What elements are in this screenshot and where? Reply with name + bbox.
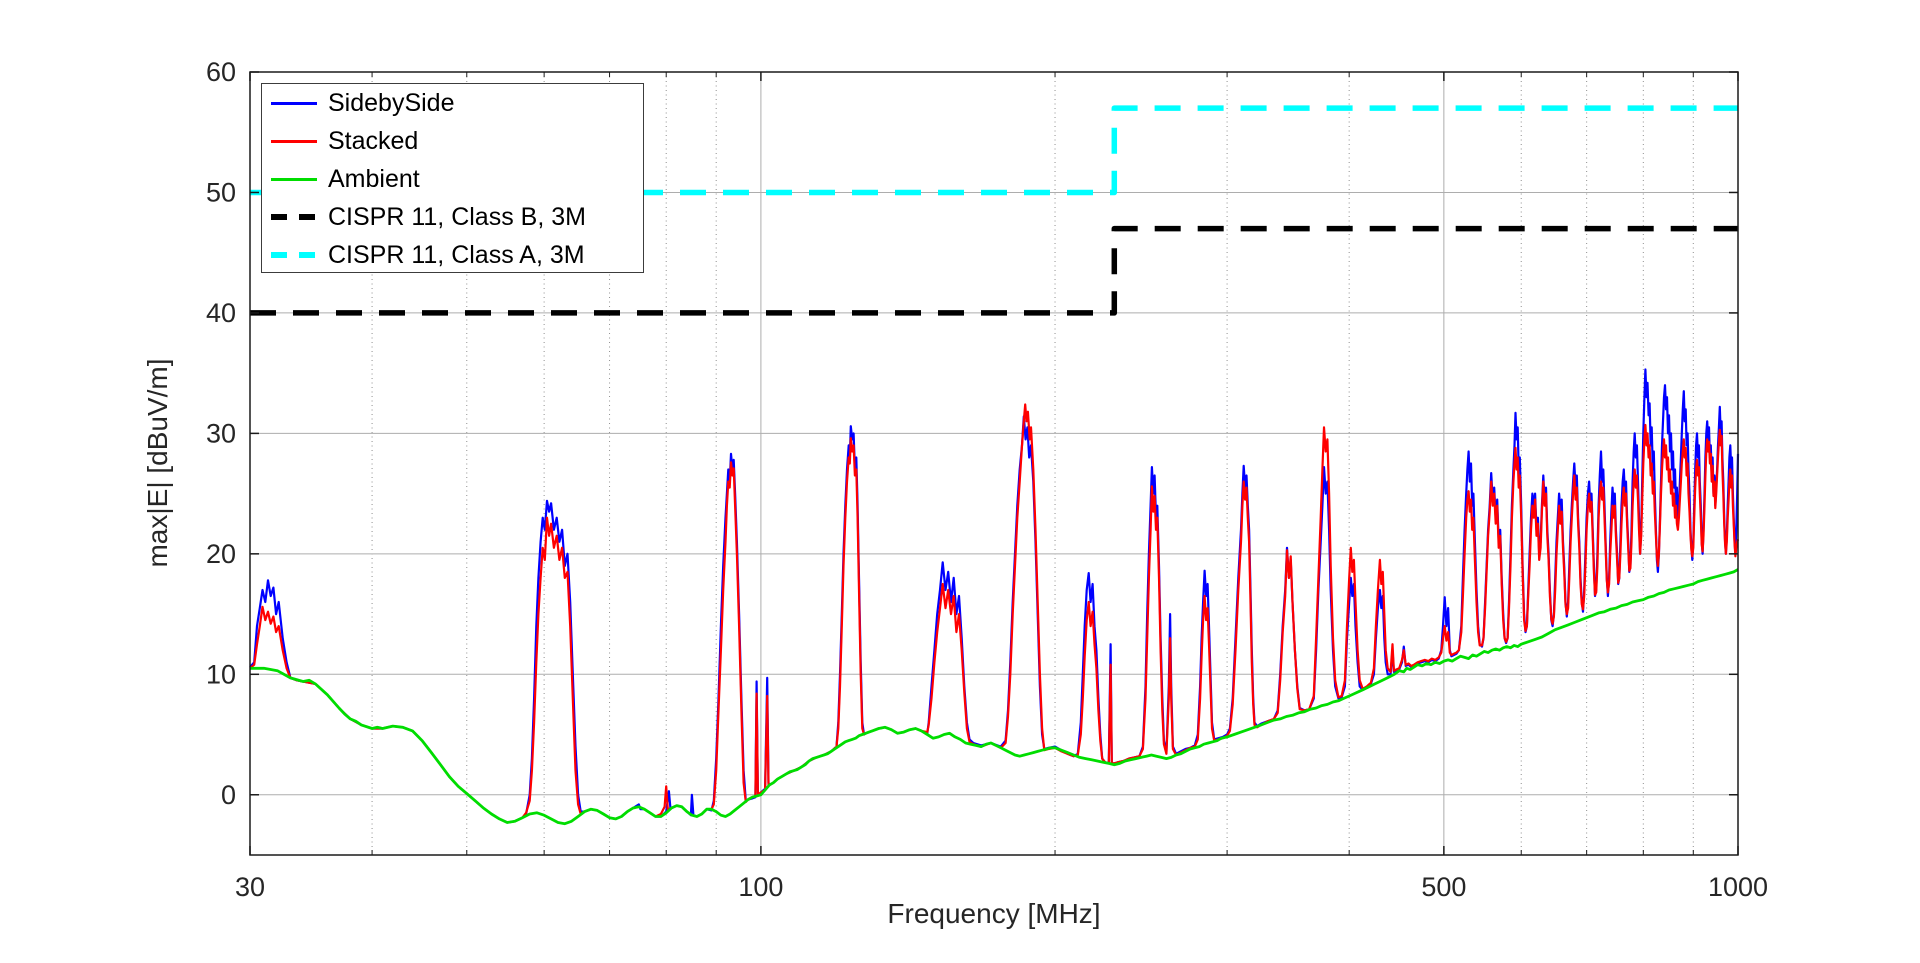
legend-line-sample-red: [271, 139, 317, 143]
series-stacked: [249, 403, 1740, 824]
y-tick-label: 0: [221, 780, 236, 810]
legend: SidebySide Stacked Ambient CISPR 11, Cla…: [261, 83, 644, 273]
legend-entry-ambient: Ambient: [262, 160, 643, 198]
legend-line-sample-black-dashed: [271, 214, 317, 220]
y-tick-label: 30: [206, 418, 236, 448]
x-tick-label: 100: [738, 872, 783, 902]
legend-entry-sidebyside: SidebySide: [262, 84, 643, 122]
y-tick-label: 20: [206, 539, 236, 569]
legend-label: CISPR 11, Class B, 3M: [328, 203, 586, 231]
tick-labels: 30 100 500 1000 0 10 20 30 40 50 60: [206, 57, 1768, 902]
legend-label: CISPR 11, Class A, 3M: [328, 241, 585, 269]
legend-entry-stacked: Stacked: [262, 122, 643, 160]
series-cispr-11-class-b-3m: [250, 225, 1738, 316]
series-cispr-11-class-a-3m: [250, 105, 1738, 196]
legend-line-sample-blue: [271, 101, 317, 105]
y-tick-label: 60: [206, 57, 236, 87]
legend-label: Ambient: [328, 165, 420, 193]
legend-label: Stacked: [328, 127, 419, 155]
x-tick-label: 30: [235, 872, 265, 902]
legend-line-sample-cyan-dashed: [271, 252, 317, 258]
legend-line-sample-green: [271, 177, 317, 181]
y-axis-title: max|E| [dBuV/m]: [142, 358, 173, 568]
legend-entry-cispr-class-b: CISPR 11, Class B, 3M: [262, 198, 643, 236]
series-ambient: [250, 568, 1739, 826]
series-sidebyside: [249, 368, 1740, 824]
x-tick-label: 1000: [1708, 872, 1768, 902]
x-tick-label: 500: [1421, 872, 1466, 902]
y-tick-label: 40: [206, 298, 236, 328]
axis-ticks: [249, 71, 1739, 855]
legend-entry-cispr-class-a: CISPR 11, Class A, 3M: [262, 236, 643, 274]
legend-label: SidebySide: [328, 89, 455, 117]
y-tick-label: 50: [206, 177, 236, 207]
axes-box: [249, 71, 1739, 856]
y-tick-label: 10: [206, 659, 236, 689]
x-axis-title: Frequency [MHz]: [887, 898, 1101, 929]
